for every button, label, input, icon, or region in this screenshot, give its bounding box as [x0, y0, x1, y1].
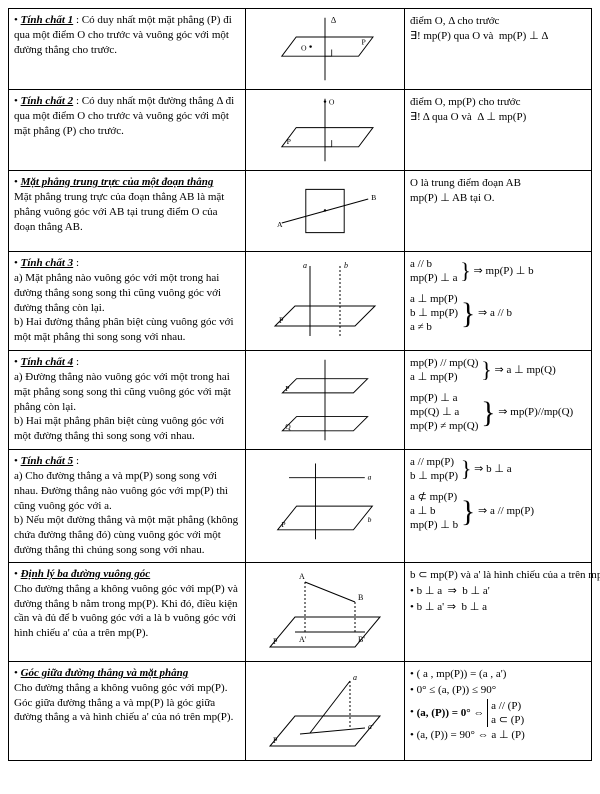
property-title: Tính chất 4 — [21, 356, 74, 368]
property-row: Góc giữa đường thẳng và mặt phẳng Cho đườ… — [9, 661, 592, 760]
property-title: Tính chất 3 — [21, 257, 74, 269]
property-row: Tính chất 3 :a) Mặt phẳng nào vuông góc … — [9, 252, 592, 351]
property-figure — [245, 661, 404, 760]
property-body: Mặt phẳng trung trực của đoạn thẳng AB l… — [14, 191, 224, 233]
property-figure — [245, 450, 404, 563]
property-math: a // mp(P)b ⊥ mp(P) } ⇒ b ⊥ aa ⊄ mp(P)a … — [405, 450, 592, 563]
property-figure — [245, 90, 404, 171]
property-title: Tính chất 5 — [21, 455, 74, 467]
property-description: Tính chất 2 : Có duy nhất một đường thẳn… — [9, 90, 246, 171]
property-body: :a) Đường thẳng nào vuông góc với một tr… — [14, 356, 231, 442]
property-row: Tính chất 5 :a) Cho đường thẳng a và mp(… — [9, 450, 592, 563]
property-body: Cho đường thẳng a không vuông góc với mp… — [14, 583, 238, 640]
property-figure — [245, 171, 404, 252]
property-body: :a) Cho đường thẳng a và mp(P) song song… — [14, 455, 238, 556]
property-row: Tính chất 1 : Có duy nhất một mặt phẳng … — [9, 9, 592, 90]
property-body: Cho đường thẳng a không vuông góc với mp… — [14, 682, 233, 724]
property-math: điểm O, Δ cho trước∃! mp(P) qua O và mp(… — [405, 9, 592, 90]
property-figure — [245, 252, 404, 351]
property-title: Định lý ba đường vuông góc — [21, 568, 151, 580]
property-title: Mặt phẳng trung trực của một đoạn thẳng — [21, 176, 214, 188]
property-row: Định lý ba đường vuông góc Cho đường thẳn… — [9, 562, 592, 661]
property-description: Tính chất 3 :a) Mặt phẳng nào vuông góc … — [9, 252, 246, 351]
property-description: Tính chất 1 : Có duy nhất một mặt phẳng … — [9, 9, 246, 90]
property-math: O là trung điểm đoạn ABmp(P) ⊥ AB tại O. — [405, 171, 592, 252]
property-title: Góc giữa đường thẳng và mặt phẳng — [21, 667, 189, 679]
property-row: Tính chất 4 :a) Đường thẳng nào vuông gó… — [9, 351, 592, 450]
property-math: b ⊂ mp(P) và a' là hình chiếu của a trên… — [405, 562, 592, 661]
property-title: Tính chất 2 — [21, 95, 74, 107]
property-math: mp(P) // mp(Q)a ⊥ mp(P) } ⇒ a ⊥ mp(Q)mp(… — [405, 351, 592, 450]
property-description: Định lý ba đường vuông góc Cho đường thẳn… — [9, 562, 246, 661]
property-description: Tính chất 4 :a) Đường thẳng nào vuông gó… — [9, 351, 246, 450]
property-figure — [245, 562, 404, 661]
property-math: ( a , mp(P)) = (a , a')0° ≤ (a, (P)) ≤ 9… — [405, 661, 592, 760]
property-figure — [245, 351, 404, 450]
property-math: điểm O, mp(P) cho trước∃! Δ qua O và Δ ⊥… — [405, 90, 592, 171]
properties-table: Tính chất 1 : Có duy nhất một mặt phẳng … — [8, 8, 592, 761]
property-row: Mặt phẳng trung trực của một đoạn thẳng M… — [9, 171, 592, 252]
property-row: Tính chất 2 : Có duy nhất một đường thẳn… — [9, 90, 592, 171]
property-title: Tính chất 1 — [21, 14, 74, 26]
property-body: :a) Mặt phẳng nào vuông góc với một tron… — [14, 257, 234, 343]
property-figure — [245, 9, 404, 90]
property-description: Tính chất 5 :a) Cho đường thẳng a và mp(… — [9, 450, 246, 563]
property-description: Mặt phẳng trung trực của một đoạn thẳng M… — [9, 171, 246, 252]
property-math: a // bmp(P) ⊥ a } ⇒ mp(P) ⊥ ba ⊥ mp(P)b … — [405, 252, 592, 351]
property-description: Góc giữa đường thẳng và mặt phẳng Cho đườ… — [9, 661, 246, 760]
